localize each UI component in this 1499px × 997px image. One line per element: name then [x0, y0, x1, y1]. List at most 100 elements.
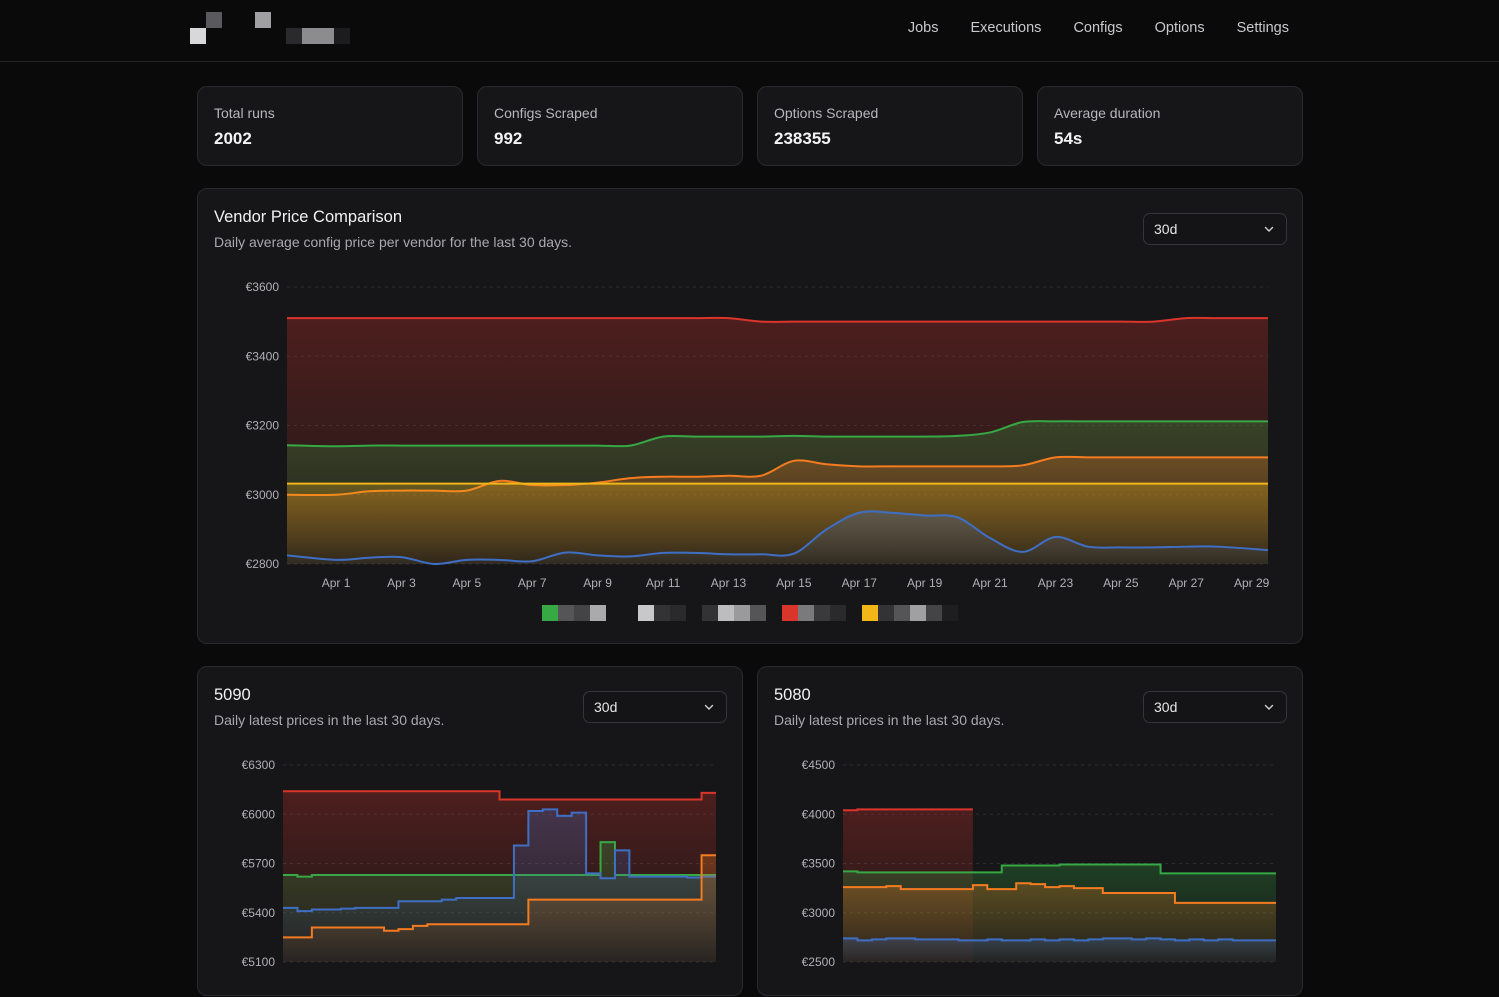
y-tick-label: €5400	[242, 906, 276, 920]
legend-swatch	[734, 605, 750, 621]
gpu-5080-price-chart: €4500 €4000 €3500 €3000 €2500	[802, 758, 1276, 969]
nav-configs[interactable]: Configs	[1073, 20, 1123, 36]
orange-series-line	[843, 882, 1276, 904]
nav-executions[interactable]: Executions	[970, 20, 1042, 36]
legend-swatch	[750, 605, 766, 621]
legend-swatch	[638, 605, 654, 621]
legend-swatch	[654, 605, 670, 621]
y-tick-label: €3200	[246, 419, 280, 433]
green-series-line	[843, 863, 1276, 875]
gpu-5090-price-chart: €6300 €6000 €5700 €5400 €5100	[242, 758, 716, 969]
chevron-down-icon	[1264, 704, 1274, 710]
card-title: 5090	[214, 686, 251, 704]
vendor-price-comparison-card: Vendor Price Comparison Daily average co…	[197, 188, 1303, 644]
x-tick-label: Apr 27	[1169, 576, 1205, 590]
legend-swatch	[798, 605, 814, 621]
range-select-value: 30d	[594, 699, 618, 715]
red-series-line	[283, 790, 716, 801]
green-series-line	[283, 841, 716, 878]
range-select-value: 30d	[1154, 221, 1178, 237]
y-tick-label: €2800	[246, 557, 280, 571]
legend-swatch	[542, 605, 558, 621]
yellow-series-area	[287, 483, 1268, 564]
y-tick-label: €4000	[802, 807, 836, 821]
range-select[interactable]: 30d	[1143, 213, 1287, 245]
range-select-value: 30d	[1154, 699, 1178, 715]
range-select[interactable]: 30d	[583, 691, 727, 723]
legend-swatch	[670, 605, 686, 621]
x-tick-label: Apr 5	[453, 576, 482, 590]
x-tick-label: Apr 9	[583, 576, 612, 590]
stat-value: 54s	[1054, 129, 1083, 148]
logo[interactable]	[190, 12, 350, 44]
gpu-5080-card: 5080 Daily latest prices in the last 30 …	[757, 666, 1303, 996]
range-select[interactable]: 30d	[1143, 691, 1287, 723]
x-tick-label: Apr 13	[711, 576, 747, 590]
legend-swatch	[910, 605, 926, 621]
chevron-down-icon	[1264, 226, 1274, 232]
legend-swatch	[558, 605, 574, 621]
legend-swatch	[782, 605, 798, 621]
y-tick-label: €6000	[242, 807, 276, 821]
y-tick-label: €3600	[246, 280, 280, 294]
legend-swatch	[574, 605, 590, 621]
stat-value: 238355	[774, 129, 831, 148]
x-tick-label: Apr 19	[907, 576, 943, 590]
nav-jobs[interactable]: Jobs	[907, 20, 939, 36]
stat-label: Options Scraped	[774, 105, 879, 121]
gpu-5090-card: 5090 Daily latest prices in the last 30 …	[197, 666, 743, 996]
stat-label: Configs Scraped	[494, 105, 598, 121]
stat-card-total-runs: Total runs 2002	[197, 86, 463, 166]
stat-card-options-scraped: Options Scraped 238355	[757, 86, 1023, 166]
legend-swatch	[718, 605, 734, 621]
card-title: Vendor Price Comparison	[214, 208, 403, 226]
x-tick-label: Apr 1	[322, 576, 351, 590]
x-tick-label: Apr 11	[646, 576, 681, 590]
nav-settings[interactable]: Settings	[1236, 20, 1289, 36]
stat-card-average-duration: Average duration 54s	[1037, 86, 1303, 166]
stat-label: Average duration	[1054, 105, 1161, 121]
legend-swatch	[814, 605, 830, 621]
y-tick-label: €4500	[802, 758, 836, 772]
x-tick-label: Apr 25	[1103, 576, 1139, 590]
stat-label: Total runs	[214, 105, 275, 121]
legend-swatch	[894, 605, 910, 621]
green-series-line	[286, 420, 1268, 448]
card-title: 5080	[774, 686, 811, 704]
nav-options[interactable]: Options	[1154, 20, 1205, 36]
blue-series-area	[843, 938, 1276, 962]
x-tick-label: Apr 23	[1038, 576, 1074, 590]
legend-swatch	[702, 605, 718, 621]
stat-card-configs-scraped: Configs Scraped 992	[477, 86, 743, 166]
legend-swatch	[878, 605, 894, 621]
vendor-price-chart: €3600 €3400 €3200 €3000 €2800 Apr 1 Apr 3 Apr 5…	[246, 280, 1270, 621]
legend-swatch	[926, 605, 942, 621]
top-navigation-bar: Jobs Executions Configs Options Settings	[0, 0, 1499, 62]
y-tick-label: €2500	[802, 955, 836, 969]
y-tick-label: €6300	[242, 758, 276, 772]
stat-value: 2002	[214, 129, 252, 148]
stat-value: 992	[494, 129, 523, 148]
blue-series-line	[283, 808, 716, 913]
main-nav: Jobs Executions Configs Options Settings	[908, 20, 1289, 36]
blue-series-area	[287, 511, 1268, 565]
card-subtitle: Daily latest prices in the last 30 days.	[774, 712, 1005, 728]
y-tick-label: €3000	[802, 906, 836, 920]
blue-series-line	[843, 937, 1276, 942]
orange-series-line	[283, 854, 716, 939]
legend-swatch	[830, 605, 846, 621]
chevron-down-icon	[704, 704, 714, 710]
blue-series-line	[286, 510, 1269, 566]
legend-swatch	[862, 605, 878, 621]
card-subtitle: Daily latest prices in the last 30 days.	[214, 712, 445, 728]
y-tick-label: €5100	[242, 955, 276, 969]
legend-swatch	[942, 605, 958, 621]
x-tick-label: Apr 29	[1234, 576, 1270, 590]
y-tick-label: €3000	[246, 488, 280, 502]
x-tick-label: Apr 15	[776, 576, 812, 590]
orange-series-area	[283, 855, 716, 962]
red-series-line	[287, 316, 1268, 323]
red-series-line	[843, 808, 973, 812]
chart-legend	[542, 605, 958, 621]
x-tick-label: Apr 17	[842, 576, 878, 590]
